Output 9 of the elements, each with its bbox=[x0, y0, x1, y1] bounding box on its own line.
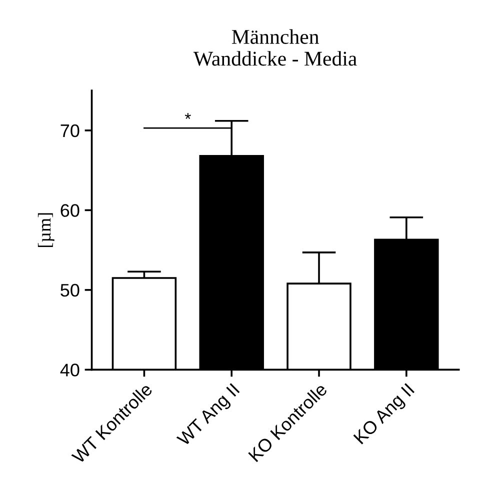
chart-title: Männchen Wanddicke - Media bbox=[193, 29, 357, 66]
annotation: * bbox=[184, 113, 191, 119]
y-tick-label: 70 bbox=[60, 124, 80, 138]
y-tick-label: 50 bbox=[60, 284, 80, 297]
y-tick-label: 40 bbox=[60, 364, 80, 376]
x-tick-label: KO Ang II bbox=[353, 383, 418, 448]
y-axis-title: [µm] bbox=[38, 213, 54, 248]
y-tick-label: 60 bbox=[60, 204, 80, 217]
x-tick-label: WT Ang II bbox=[176, 383, 242, 450]
